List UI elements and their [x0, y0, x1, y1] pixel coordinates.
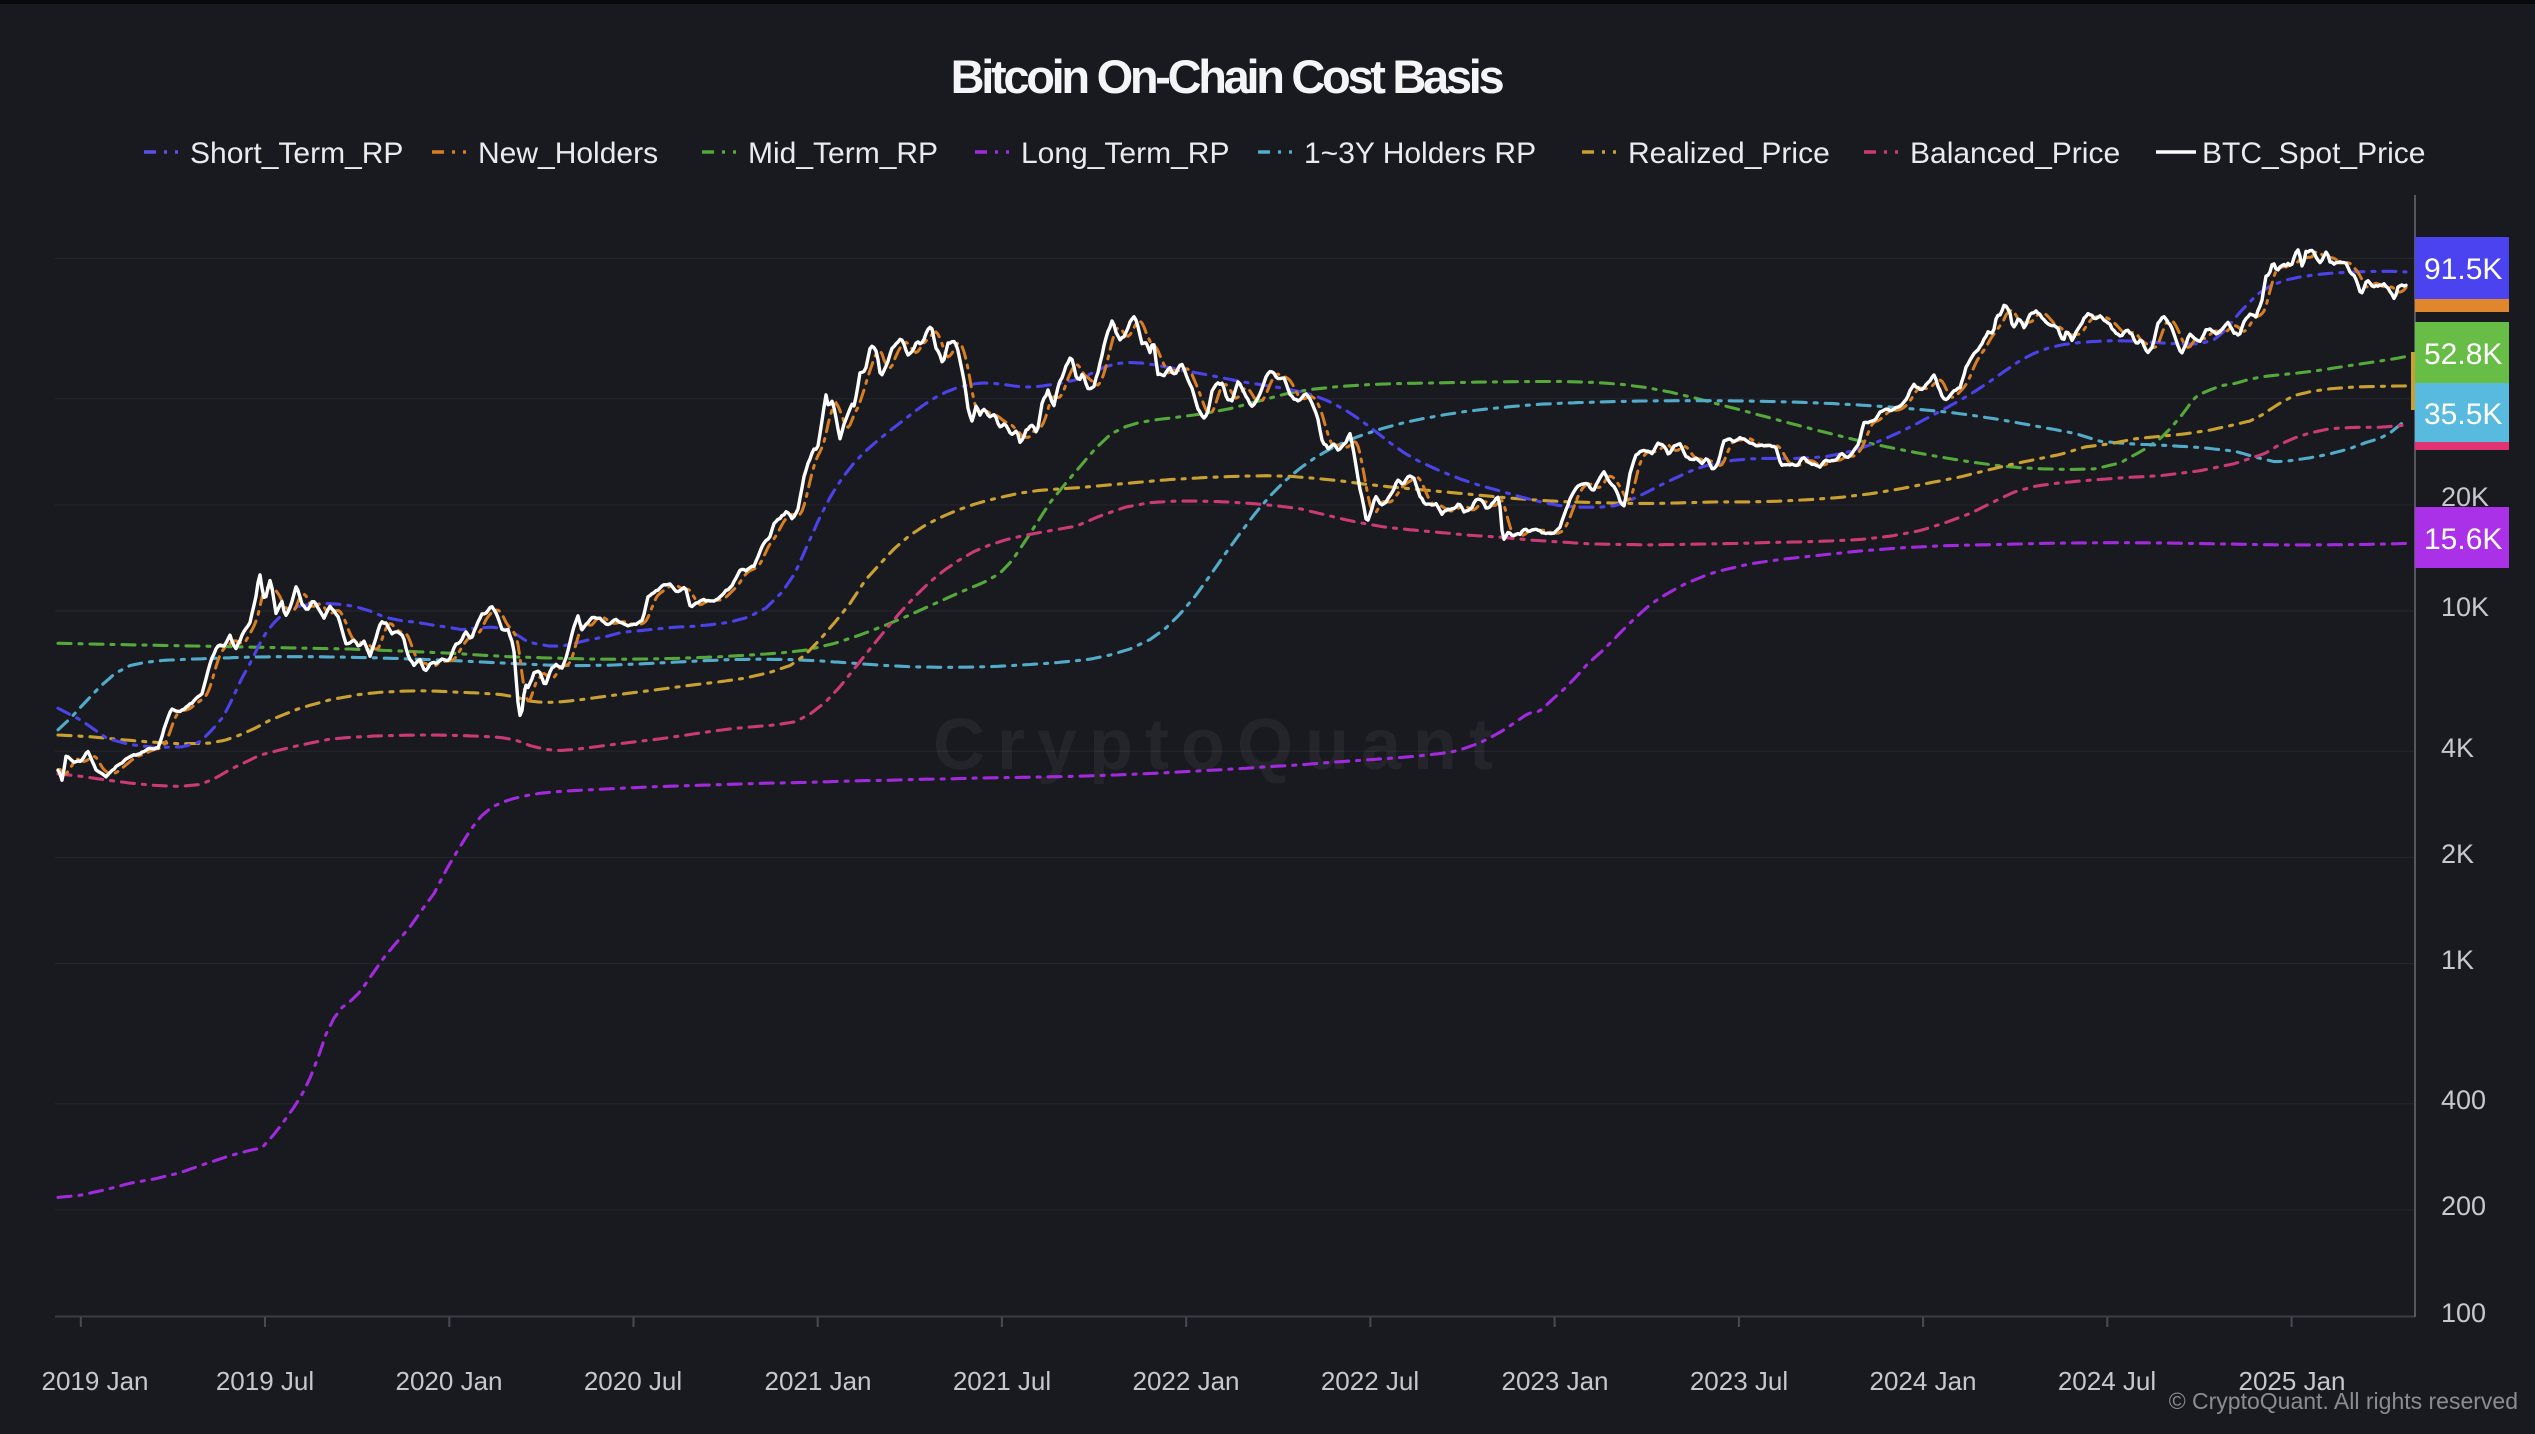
svg-text:2022 Jan: 2022 Jan [1133, 1366, 1240, 1396]
svg-text:2020 Jan: 2020 Jan [396, 1366, 503, 1396]
svg-text:BTC_Spot_Price: BTC_Spot_Price [2202, 137, 2425, 170]
svg-text:New_Holders: New_Holders [478, 137, 658, 170]
svg-text:200: 200 [2441, 1191, 2486, 1221]
svg-text:91.5K: 91.5K [2424, 253, 2502, 286]
svg-text:1~3Y Holders RP: 1~3Y Holders RP [1304, 137, 1536, 170]
svg-text:2024 Jan: 2024 Jan [1870, 1366, 1977, 1396]
svg-text:1K: 1K [2441, 945, 2474, 975]
svg-text:Balanced_Price: Balanced_Price [1910, 137, 2120, 170]
svg-text:Long_Term_RP: Long_Term_RP [1021, 137, 1229, 170]
svg-text:2019 Jul: 2019 Jul [216, 1366, 314, 1396]
svg-text:CryptoQuant: CryptoQuant [933, 705, 1505, 785]
svg-text:Realized_Price: Realized_Price [1628, 137, 1830, 170]
svg-text:2021 Jul: 2021 Jul [953, 1366, 1051, 1396]
svg-text:2025 Jan: 2025 Jan [2239, 1366, 2346, 1396]
svg-text:35.5K: 35.5K [2424, 398, 2502, 431]
svg-text:15.6K: 15.6K [2424, 523, 2502, 556]
svg-text:Bitcoin On-Chain Cost Basis: Bitcoin On-Chain Cost Basis [951, 50, 1504, 103]
svg-text:10K: 10K [2441, 592, 2489, 622]
svg-text:2020 Jul: 2020 Jul [584, 1366, 682, 1396]
svg-text:2021 Jan: 2021 Jan [765, 1366, 872, 1396]
svg-text:2K: 2K [2441, 839, 2474, 869]
svg-text:2023 Jul: 2023 Jul [1690, 1366, 1788, 1396]
svg-text:2023 Jan: 2023 Jan [1502, 1366, 1609, 1396]
svg-text:2022 Jul: 2022 Jul [1321, 1366, 1419, 1396]
svg-text:2024 Jul: 2024 Jul [2058, 1366, 2156, 1396]
svg-text:Short_Term_RP: Short_Term_RP [190, 137, 403, 170]
svg-text:© CryptoQuant. All rights rese: © CryptoQuant. All rights reserved [2169, 1388, 2518, 1414]
svg-text:4K: 4K [2441, 733, 2474, 763]
svg-text:400: 400 [2441, 1085, 2486, 1115]
svg-text:100: 100 [2441, 1298, 2486, 1328]
svg-text:52.8K: 52.8K [2424, 338, 2502, 371]
svg-text:Mid_Term_RP: Mid_Term_RP [748, 137, 938, 170]
svg-text:2019 Jan: 2019 Jan [42, 1366, 149, 1396]
